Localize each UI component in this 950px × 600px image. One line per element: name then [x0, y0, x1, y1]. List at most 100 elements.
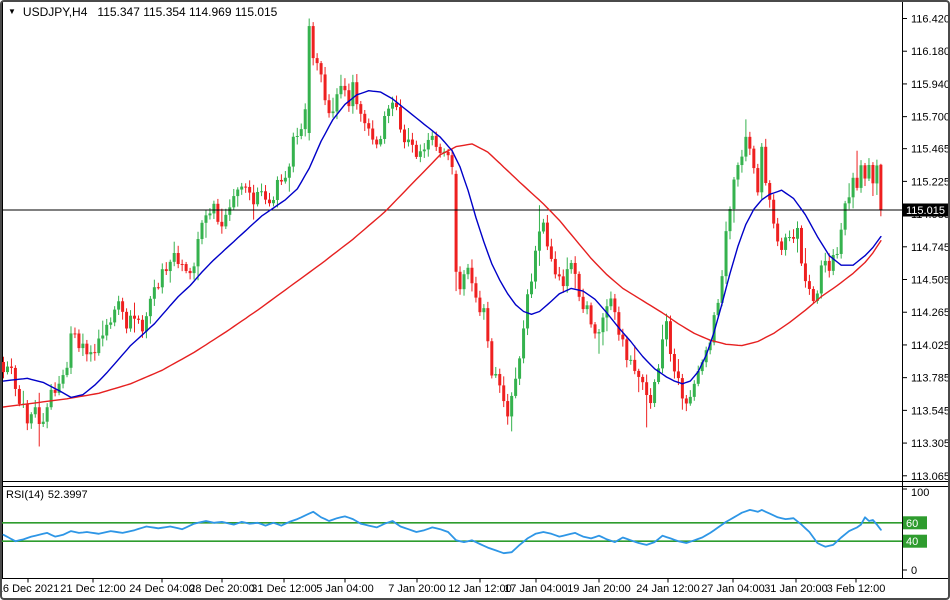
candle-body: [661, 339, 665, 369]
candle-body: [232, 196, 236, 208]
candle-body: [430, 135, 434, 140]
candle-body: [208, 213, 212, 216]
candle-body: [216, 203, 220, 222]
candle-body: [291, 136, 295, 167]
rsi-level-box-value: 40: [906, 536, 918, 548]
candle-body: [724, 231, 728, 277]
rsi-name: RSI(14): [6, 489, 44, 501]
time-tick-label: 3 Feb 12:00: [827, 583, 886, 595]
candle-body: [625, 339, 629, 361]
candle-body: [65, 367, 69, 376]
candle-body: [240, 186, 244, 190]
candle-body: [220, 221, 224, 227]
price-axis[interactable]: 116.420 116.180 115.940 115.700 115.465 115.2…: [902, 14, 950, 483]
candle-body: [287, 166, 291, 178]
candle-body: [113, 309, 117, 323]
time-tick-label: 31 Jan 20:00: [764, 583, 828, 595]
candle-body: [73, 333, 77, 335]
candle-body: [85, 343, 89, 355]
candle-body: [549, 246, 553, 259]
price-tick-label: 115.225: [911, 176, 950, 188]
candle-body: [383, 115, 387, 139]
candle-body: [379, 138, 383, 145]
candle-body: [637, 370, 641, 377]
candle-body: [117, 301, 121, 310]
candle-body: [264, 191, 268, 200]
candle-body: [307, 26, 311, 133]
candle-body: [224, 214, 228, 227]
current-price-box-value: 115.015: [906, 205, 945, 217]
candle-body: [97, 338, 101, 354]
candle-body: [863, 165, 867, 179]
current-price-box: 115.015: [903, 203, 948, 217]
time-tick-label: 31 Dec 12:00: [251, 583, 316, 595]
ma-slow-line: [2, 143, 882, 408]
symbol-dropdown-icon[interactable]: ▼: [8, 7, 16, 16]
time-tick-label: 21 Dec 12:00: [60, 583, 125, 595]
candle-body: [355, 82, 359, 105]
candle-body: [125, 311, 129, 329]
candle-body: [9, 366, 13, 368]
rsi-axis[interactable]: 100 0 60 40: [902, 487, 929, 577]
candle-body: [315, 58, 319, 64]
candle-body: [788, 237, 792, 239]
candle-body: [859, 165, 863, 188]
candle-body: [295, 135, 299, 137]
candle-body: [93, 352, 97, 354]
candle-body: [482, 308, 486, 313]
rsi-level-box: [903, 516, 927, 530]
candle-body: [692, 383, 696, 397]
candle-body: [629, 359, 633, 361]
candle-body: [728, 208, 732, 232]
candle-body: [133, 315, 137, 319]
candle-body: [526, 294, 530, 329]
candle-body: [784, 237, 788, 250]
rsi-chart-surface[interactable]: [2, 487, 902, 579]
main-chart-surface[interactable]: [2, 2, 902, 482]
candle-body: [796, 227, 799, 239]
candle-body: [418, 151, 422, 157]
candle-body: [664, 321, 668, 340]
rsi-axis-label-100: 100: [911, 487, 929, 499]
candle-body: [537, 231, 541, 251]
candle-body: [184, 264, 188, 271]
candle-body: [180, 263, 184, 265]
candle-body: [371, 128, 375, 140]
candle-body: [752, 148, 756, 169]
candle-body: [438, 146, 442, 153]
candle-body: [275, 179, 279, 201]
price-tick-label: 114.505: [911, 275, 950, 287]
candle-body: [339, 85, 343, 95]
candle-body: [172, 253, 176, 262]
candle-body: [410, 139, 414, 145]
candle-body: [121, 301, 125, 312]
candle-body: [577, 273, 581, 297]
candle-body: [696, 371, 700, 384]
candle-body: [331, 111, 335, 114]
candle-body: [29, 414, 33, 424]
candle-body: [256, 191, 260, 205]
candle-body: [367, 123, 371, 129]
candle-body: [69, 333, 73, 368]
candle-body: [363, 113, 367, 124]
candle-body: [867, 165, 871, 179]
candle-body: [454, 173, 458, 272]
candle-body: [613, 298, 617, 313]
candle-body: [458, 271, 462, 290]
candle-body: [53, 389, 57, 393]
candle-body: [260, 191, 264, 193]
candle-body: [144, 316, 148, 332]
candle-body: [732, 179, 736, 209]
candle-body: [450, 155, 454, 167]
candle-body: [688, 396, 692, 404]
candle-body: [506, 401, 510, 417]
candle-body: [700, 362, 704, 372]
candle-body: [617, 312, 621, 335]
candle-body: [109, 322, 113, 325]
ohlc-values: 115.347 115.354 114.969 115.015: [97, 5, 278, 19]
rsi-level-box-value: 60: [906, 518, 918, 530]
candle-body: [228, 207, 232, 215]
candle-body: [426, 139, 430, 150]
